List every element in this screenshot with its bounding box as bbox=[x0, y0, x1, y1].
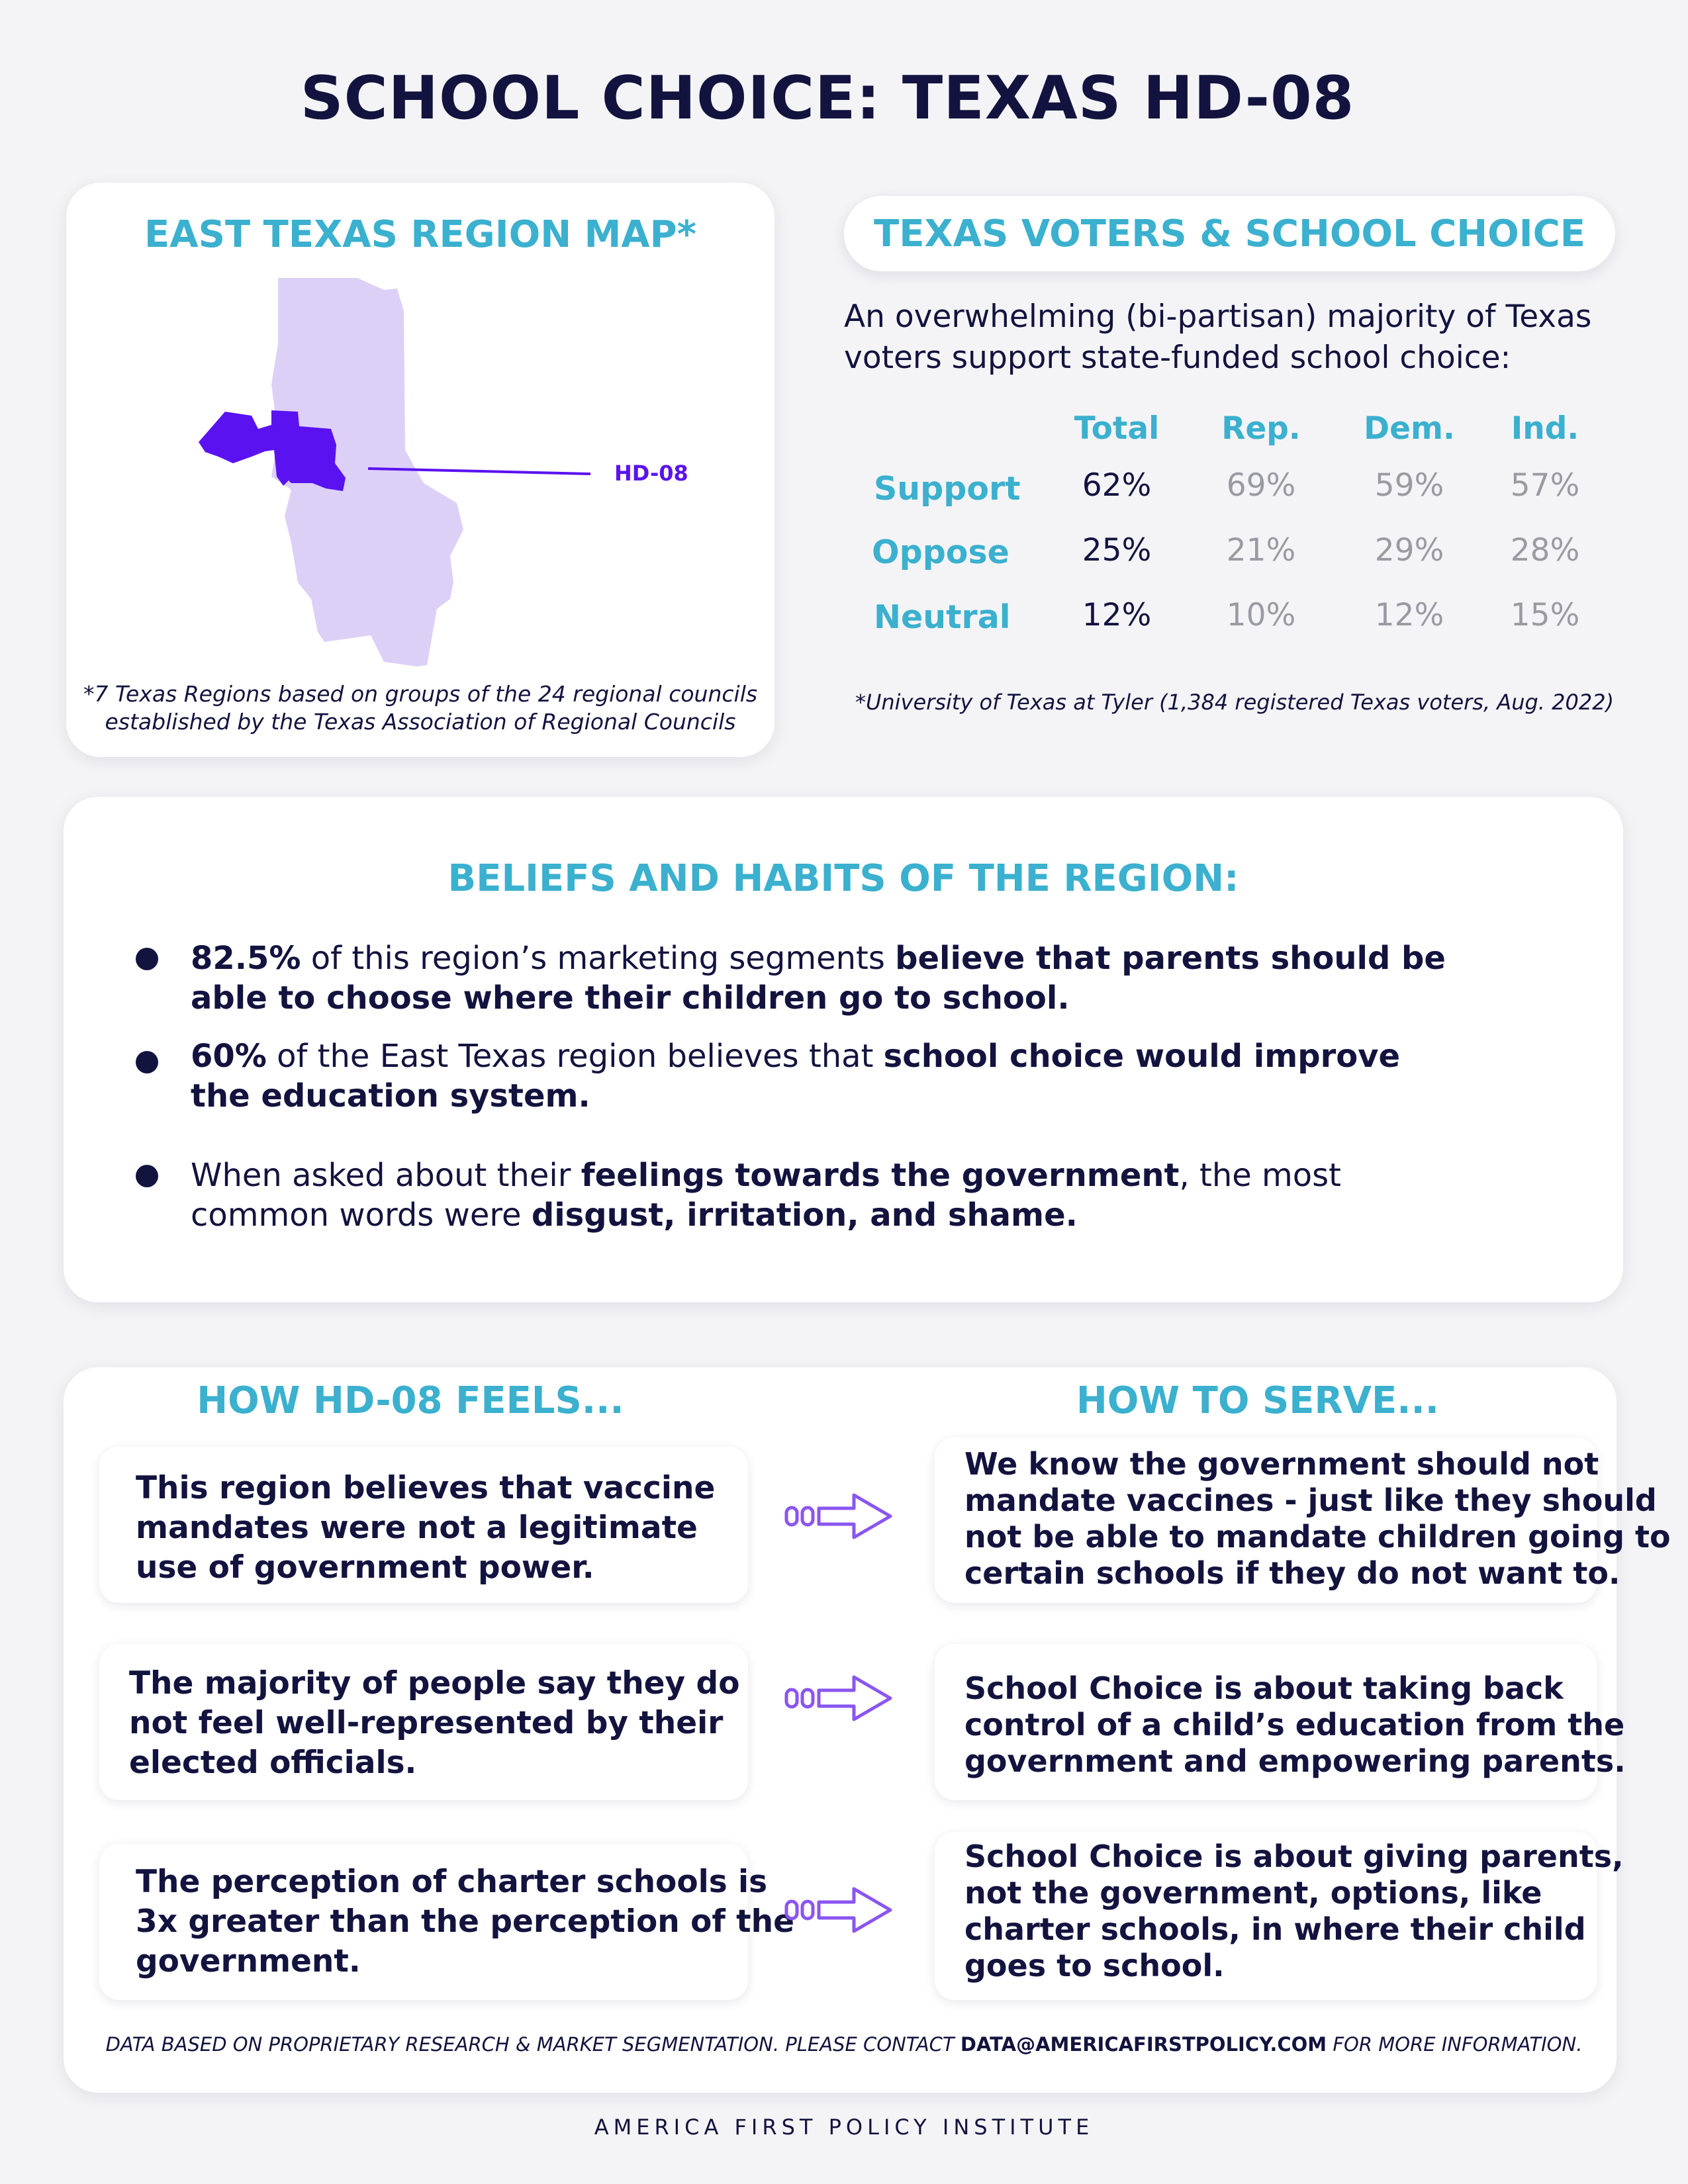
footer-note: DATA BASED ON PROPRIETARY RESEARCH & MAR… bbox=[0, 2033, 1688, 2056]
voters-table: Total Rep. Dem. Ind. Support 62% 69% 59%… bbox=[844, 404, 1625, 662]
feel-text: The majority of people say they do not f… bbox=[129, 1664, 740, 1783]
cell-neutral-ind: 15% bbox=[1510, 597, 1580, 633]
feel-line: elected officials. bbox=[129, 1745, 417, 1781]
voters-intro-line1: An overwhelming (bi-partisan) majority o… bbox=[844, 298, 1592, 335]
beliefs-title: BELIEFS AND HABITS OF THE REGION: bbox=[447, 857, 1239, 900]
belief-3-bold1: feelings towards the government bbox=[581, 1157, 1180, 1194]
map-card-title: EAST TEXAS REGION MAP* bbox=[144, 213, 696, 256]
feel-text: The perception of charter schools is 3x … bbox=[136, 1862, 794, 1981]
cell-support-rep: 69% bbox=[1226, 467, 1296, 504]
footer-note-post: FOR MORE INFORMATION. bbox=[1327, 2033, 1583, 2056]
voters-intro: An overwhelming (bi-partisan) majority o… bbox=[844, 296, 1625, 379]
column-header-dem: Dem. bbox=[1364, 410, 1455, 447]
footer-note-pre: DATA BASED ON PROPRIETARY RESEARCH & MAR… bbox=[105, 2033, 961, 2056]
serve-card bbox=[935, 1832, 1597, 2000]
feel-line: This region believes that vaccine bbox=[136, 1470, 716, 1506]
arrow-right-icon bbox=[784, 1493, 892, 1539]
cell-support-total: 62% bbox=[1082, 467, 1152, 504]
belief-1-bold: believe that parents should be able to c… bbox=[191, 940, 1446, 1017]
east-texas-map bbox=[199, 278, 591, 666]
cell-support-ind: 57% bbox=[1510, 467, 1580, 504]
serve-line: not be able to mandate children going to bbox=[964, 1519, 1671, 1555]
serve-line: goes to school. bbox=[964, 1948, 1225, 1983]
feel-card bbox=[99, 1844, 748, 2000]
serve-line: government and empowering parents. bbox=[964, 1743, 1626, 1779]
map-footnote-line1: *7 Texas Regions based on groups of the … bbox=[83, 681, 758, 707]
brand-wordmark: AMERICA FIRST POLICY INSTITUTE bbox=[594, 2115, 1094, 2140]
serve-text: School Choice is about giving parents, n… bbox=[964, 1839, 1624, 1984]
belief-3-text1: When asked about their bbox=[191, 1157, 581, 1194]
belief-item-2: 60% of the East Texas region believes th… bbox=[191, 1036, 1448, 1116]
bullet-marker bbox=[136, 1051, 158, 1073]
cell-oppose-ind: 28% bbox=[1510, 532, 1580, 569]
voters-title: TEXAS VOTERS & SCHOOL CHOICE bbox=[874, 212, 1585, 255]
map-footnote: *7 Texas Regions based on groups of the … bbox=[66, 680, 774, 736]
feel-line: mandates were not a legitimate bbox=[136, 1510, 698, 1546]
page-title: SCHOOL CHOICE: TEXAS HD-08 bbox=[300, 64, 1355, 133]
feel-line: The perception of charter schools is bbox=[136, 1864, 768, 1900]
belief-2-stat: 60% bbox=[191, 1038, 267, 1075]
serve-card bbox=[935, 1437, 1597, 1603]
arrow-right-icon bbox=[784, 1887, 892, 1933]
hd08-map-label: HD-08 bbox=[614, 461, 688, 486]
serve-line: charter schools, in where their child bbox=[964, 1911, 1586, 1947]
cell-neutral-total: 12% bbox=[1082, 597, 1152, 633]
serve-line: School Choice is about giving parents, bbox=[964, 1839, 1624, 1874]
belief-2-bold: school choice would improve the educatio… bbox=[191, 1038, 1401, 1115]
feel-line: The majority of people say they do bbox=[129, 1665, 740, 1702]
serve-line: School Choice is about taking back bbox=[964, 1670, 1564, 1706]
serve-line: mandate vaccines - just like they should bbox=[964, 1482, 1657, 1518]
serve-text: School Choice is about taking back contr… bbox=[964, 1670, 1626, 1780]
cell-oppose-dem: 29% bbox=[1374, 532, 1444, 569]
map-footnote-line2: established by the Texas Association of … bbox=[105, 709, 736, 735]
hd08-district-shape bbox=[199, 410, 346, 491]
belief-item-3: When asked about their feelings towards … bbox=[191, 1156, 1448, 1235]
belief-3-text2: , the most common words were bbox=[191, 1157, 1341, 1234]
cell-neutral-rep: 10% bbox=[1226, 597, 1296, 633]
voters-title-pill: TEXAS VOTERS & SCHOOL CHOICE bbox=[844, 196, 1615, 271]
survey-source: *University of Texas at Tyler (1,384 reg… bbox=[855, 690, 1615, 715]
row-label-neutral: Neutral bbox=[874, 598, 1011, 636]
serve-column-title: HOW TO SERVE... bbox=[1076, 1379, 1440, 1422]
belief-1-text: of this region’s marketing segments bbox=[301, 940, 896, 977]
column-header-ind: Ind. bbox=[1511, 410, 1579, 447]
belief-2-text: of the East Texas region believes that bbox=[266, 1038, 884, 1075]
cell-oppose-rep: 21% bbox=[1226, 532, 1296, 569]
column-header-total: Total bbox=[1074, 410, 1160, 447]
feel-line: government. bbox=[136, 1943, 361, 1979]
serve-line: We know the government should not bbox=[964, 1446, 1599, 1482]
row-label-oppose: Oppose bbox=[872, 533, 1009, 571]
serve-line: not the government, options, like bbox=[964, 1875, 1542, 1911]
feel-line: not feel well-represented by their bbox=[129, 1705, 724, 1741]
feel-card bbox=[99, 1644, 748, 1800]
cell-support-dem: 59% bbox=[1374, 467, 1444, 504]
east-texas-region-shape bbox=[271, 278, 463, 666]
contact-email-link[interactable]: DATA@AMERICAFIRSTPOLICY.COM bbox=[960, 2033, 1327, 2056]
belief-3-bold2: disgust, irritation, and shame. bbox=[531, 1197, 1078, 1234]
serve-text: We know the government should not mandat… bbox=[964, 1446, 1671, 1592]
arrow-right-icon bbox=[784, 1675, 892, 1721]
voters-intro-line2: voters support state-funded school choic… bbox=[844, 340, 1511, 376]
feel-line: use of government power. bbox=[136, 1549, 594, 1586]
belief-item-1: 82.5% of this region’s marketing segment… bbox=[191, 938, 1448, 1018]
bullet-marker bbox=[136, 948, 158, 970]
feels-column-title: HOW HD-08 FEELS... bbox=[197, 1379, 624, 1422]
beliefs-card bbox=[64, 797, 1623, 1302]
feel-text: This region believes that vaccine mandat… bbox=[136, 1469, 715, 1588]
column-header-rep: Rep. bbox=[1221, 410, 1301, 447]
cell-oppose-total: 25% bbox=[1082, 532, 1152, 569]
belief-1-stat: 82.5% bbox=[191, 940, 301, 977]
serve-line: control of a child’s education from the bbox=[964, 1707, 1625, 1743]
hd08-leader-line bbox=[367, 467, 591, 475]
feel-line: 3x greater than the perception of the bbox=[136, 1903, 794, 1940]
feel-card bbox=[99, 1447, 748, 1603]
bullet-marker bbox=[136, 1165, 158, 1187]
row-label-support: Support bbox=[874, 470, 1021, 508]
serve-line: certain schools if they do not want to. bbox=[964, 1555, 1620, 1591]
serve-card bbox=[935, 1644, 1597, 1800]
cell-neutral-dem: 12% bbox=[1374, 597, 1444, 633]
